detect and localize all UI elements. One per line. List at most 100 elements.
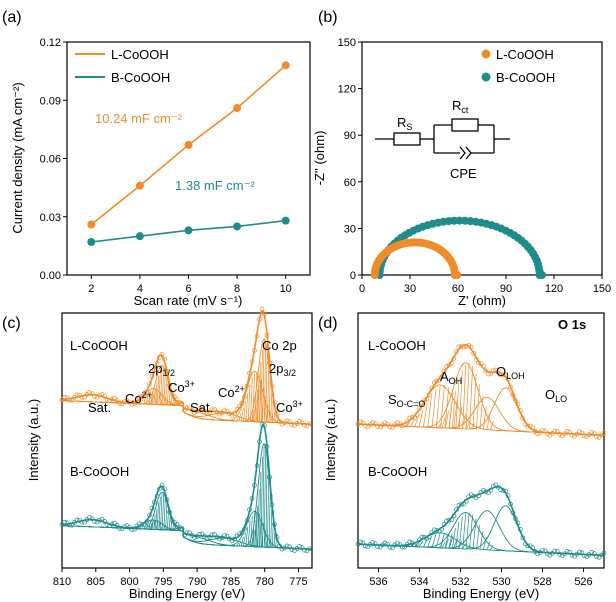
raw-point-pc-B-CoOOH — [97, 517, 102, 523]
raw-point-pc-L-CoOOH — [194, 409, 200, 414]
hatch-pc-L-CoOOH — [263, 339, 267, 423]
raw-point-pc-L-CoOOH — [192, 410, 197, 415]
hatch-pd-L-CoOOH — [482, 406, 487, 430]
x-tick-label-pc-800: 800 — [120, 576, 138, 588]
panel-title-o1s: O 1s — [558, 317, 586, 332]
x-tick-label-a-2: 2 — [88, 283, 94, 295]
point-a-L-CoOOH-2 — [87, 220, 96, 229]
raw-point-pc-B-CoOOH — [122, 524, 127, 530]
raw-point-pc-L-CoOOH — [267, 360, 272, 365]
raw-point-pd-B-CoOOH — [439, 526, 444, 532]
raw-point-pc-B-CoOOH — [257, 439, 262, 445]
raw-point-pc-L-CoOOH — [79, 394, 85, 400]
x-tick-label-pc-795: 795 — [154, 576, 172, 588]
point-a-L-CoOOH-4 — [135, 181, 144, 190]
hatch-pd-B-CoOOH — [431, 534, 437, 548]
raw-point-pc-B-CoOOH — [212, 532, 217, 537]
raw-point-pc-B-CoOOH — [262, 423, 267, 428]
raw-point-pd-B-CoOOH — [390, 545, 395, 550]
hatch-pc-B-CoOOH — [265, 448, 268, 548]
x-axis-label-c: Binding Energy (eV) — [129, 586, 245, 601]
raw-point-pc-B-CoOOH — [117, 526, 122, 531]
hatch-pd-L-CoOOH — [455, 380, 460, 429]
raw-point-pc-L-CoOOH — [242, 394, 247, 400]
legend-marker-l-cooh-b — [481, 49, 491, 59]
raw-point-pc-L-CoOOH — [147, 381, 152, 387]
annotation-b-cooh-capacitance: 1.38 mF cm⁻² — [175, 178, 255, 193]
raw-point-pc-L-CoOOH — [87, 390, 92, 395]
raw-point-pd-L-CoOOH — [456, 344, 462, 350]
raw-point-pd-L-CoOOH — [476, 360, 481, 366]
hatch-pc-B-CoOOH — [251, 537, 254, 547]
y-tick-label-a-0: 0.00 — [40, 270, 61, 282]
raw-point-pc-B-CoOOH — [259, 422, 265, 427]
x-tick-label-b-90: 90 — [500, 283, 512, 295]
raw-point-pd-L-CoOOH — [382, 420, 388, 426]
raw-point-pd-B-CoOOH — [542, 548, 548, 554]
raw-point-pd-L-CoOOH — [377, 424, 383, 430]
raw-point-pc-L-CoOOH — [224, 408, 230, 414]
raw-point-pc-B-CoOOH — [137, 521, 142, 527]
raw-point-pd-L-CoOOH — [436, 378, 442, 383]
raw-point-pc-B-CoOOH — [154, 493, 160, 499]
raw-point-pc-L-CoOOH — [82, 394, 87, 400]
hatch-pc-L-CoOOH — [160, 366, 163, 405]
raw-point-pd-B-CoOOH — [567, 549, 572, 555]
equivalent-circuit-diagram — [375, 118, 510, 160]
raw-point-pc-L-CoOOH — [167, 382, 172, 388]
hatch-pc-B-CoOOH — [148, 525, 151, 530]
hatch-pc-L-CoOOH — [140, 397, 144, 405]
x-tick-label-b-30: 30 — [404, 283, 416, 295]
x-tick-label-b-60: 60 — [452, 283, 464, 295]
raw-point-pd-L-CoOOH — [557, 432, 563, 437]
raw-point-pc-L-CoOOH — [252, 348, 257, 353]
point-b-B-CoOOH-tail — [538, 271, 546, 279]
raw-point-pd-B-CoOOH — [397, 542, 403, 547]
y-tick-label-a-1: 0.03 — [40, 212, 61, 224]
hatch-pd-L-CoOOH — [418, 409, 424, 427]
raw-point-pd-B-CoOOH — [569, 552, 575, 558]
envelope-pd-B-CoOOH — [358, 486, 604, 557]
x-tick-label-a-6: 6 — [185, 283, 191, 295]
x-tick-label-pc-810: 810 — [53, 576, 71, 588]
raw-point-pc-B-CoOOH — [179, 526, 185, 532]
raw-point-pc-L-CoOOH — [162, 356, 167, 362]
hatch-pc-B-CoOOH — [263, 443, 267, 548]
raw-point-pd-L-CoOOH — [567, 429, 572, 435]
hatch-pd-B-CoOOH — [438, 544, 442, 549]
raw-point-pd-B-CoOOH — [495, 484, 501, 490]
hatch-pc-B-CoOOH — [153, 514, 156, 530]
y-tick-label-b-0: 0 — [350, 270, 356, 282]
raw-point-pc-L-CoOOH — [199, 406, 205, 412]
raw-point-pc-L-CoOOH — [149, 373, 155, 379]
raw-point-pd-B-CoOOH — [535, 551, 540, 557]
raw-point-pc-L-CoOOH — [299, 420, 305, 425]
raw-point-pc-B-CoOOH — [129, 527, 135, 532]
hatch-pd-B-CoOOH — [418, 540, 424, 548]
hatch-pd-L-CoOOH — [453, 399, 458, 429]
panel-label-a: (a) — [2, 9, 22, 26]
raw-point-pc-L-CoOOH — [272, 400, 277, 405]
raw-point-pd-L-CoOOH — [375, 424, 381, 429]
raw-point-pc-B-CoOOH — [299, 545, 305, 550]
raw-point-pd-B-CoOOH — [429, 530, 435, 536]
plot-frame-b — [361, 41, 603, 276]
raw-point-pd-B-CoOOH — [498, 487, 504, 493]
panel-label-c: (c) — [2, 315, 21, 332]
raw-point-pc-B-CoOOH — [67, 522, 72, 528]
raw-point-pd-B-CoOOH — [419, 534, 425, 540]
raw-point-pc-L-CoOOH — [179, 401, 185, 407]
raw-point-pc-B-CoOOH — [132, 526, 137, 532]
raw-point-pd-B-CoOOH — [402, 544, 408, 550]
y-axis-label-c: Intensity (a.u.) — [26, 399, 41, 481]
raw-point-pc-B-CoOOH — [287, 544, 292, 550]
raw-point-pc-L-CoOOH — [97, 392, 102, 398]
hatch-pc-L-CoOOH — [255, 388, 259, 422]
raw-point-pd-B-CoOOH — [449, 517, 454, 523]
x-tick-label-pc-785: 785 — [222, 576, 240, 588]
raw-point-pd-B-CoOOH — [446, 517, 452, 523]
raw-point-pd-L-CoOOH — [426, 392, 432, 397]
raw-point-pd-B-CoOOH — [382, 540, 388, 546]
hatch-pc-L-CoOOH — [247, 384, 251, 422]
x-tick-label-pc-780: 780 — [256, 576, 274, 588]
